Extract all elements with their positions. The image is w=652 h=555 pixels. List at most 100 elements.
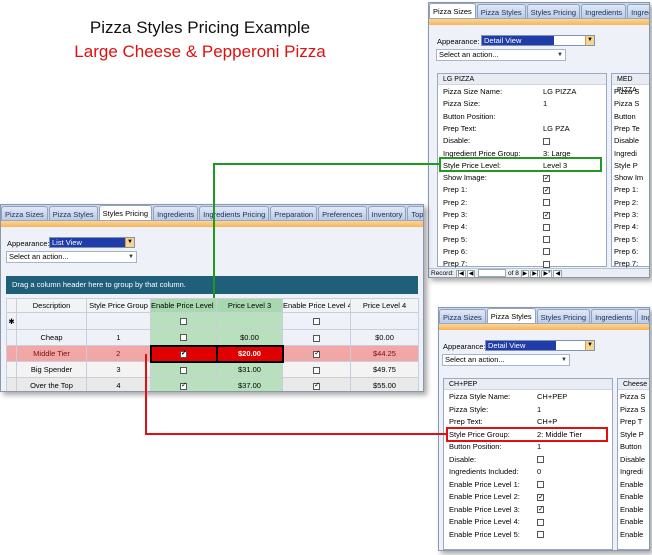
col-price-level-4[interactable]: Price Level 4 <box>350 298 419 313</box>
property-value[interactable]: CH+PEP <box>537 392 568 401</box>
property-value[interactable]: LG PIZZA <box>543 87 577 96</box>
row-indicator[interactable] <box>6 329 17 346</box>
first-record-button[interactable]: |◀ <box>455 270 466 277</box>
property-checkbox-cell[interactable] <box>543 209 550 222</box>
row-indicator[interactable] <box>6 361 17 378</box>
table-row[interactable]: Cheap 1 $0.00 $0.00 <box>6 329 419 346</box>
tab-pizza-styles[interactable]: Pizza Styles <box>48 206 98 220</box>
cell-enable-price-level-4[interactable] <box>282 361 351 378</box>
checked-checkbox[interactable] <box>537 504 544 516</box>
property-checkbox-cell[interactable] <box>537 529 544 541</box>
unchecked-checkbox[interactable] <box>537 481 544 489</box>
next-record-button[interactable]: ▶ <box>520 270 530 277</box>
unchecked-checkbox[interactable] <box>537 456 544 464</box>
property-checkbox-cell[interactable] <box>543 197 550 209</box>
tab-top-sellers[interactable]: Top Sellers <box>407 206 423 220</box>
property-checkbox-cell[interactable] <box>537 504 544 516</box>
property-checkbox-cell[interactable] <box>543 184 550 197</box>
cell-price-level-4[interactable]: $0.00 <box>350 329 419 346</box>
row-indicator[interactable] <box>6 377 17 391</box>
tab-preferences[interactable]: Preferences <box>318 206 367 220</box>
property-checkbox-cell[interactable] <box>543 246 550 258</box>
checked-checkbox[interactable] <box>537 492 544 504</box>
cell-enable-price-level-3[interactable] <box>149 344 218 363</box>
property-checkbox-cell[interactable] <box>543 172 550 185</box>
unchecked-checkbox[interactable] <box>543 199 550 207</box>
col-description[interactable]: Description <box>16 298 87 313</box>
cell-enable-price-level-3[interactable] <box>150 329 217 346</box>
checked-checkbox[interactable] <box>180 381 187 390</box>
property-value[interactable]: 3: Large <box>543 148 571 158</box>
action-select[interactable]: Select an action... ▼ <box>436 49 566 61</box>
checked-checkbox[interactable] <box>543 210 550 222</box>
property-value[interactable]: 1 <box>543 99 548 109</box>
cell-price-level-3[interactable]: $20.00 <box>215 344 284 363</box>
cell-price-level-3[interactable]: $0.00 <box>216 329 283 346</box>
tab-styles-pricing[interactable]: Styles Pricing <box>98 205 153 220</box>
filter-cell[interactable] <box>150 312 217 330</box>
unchecked-checkbox[interactable] <box>180 334 187 342</box>
tab-styles-pricing[interactable]: Styles Pricing <box>526 4 581 18</box>
tab-inventory[interactable]: Inventory <box>367 206 407 220</box>
filter-cell[interactable] <box>16 312 87 330</box>
cell-enable-price-level-3[interactable] <box>150 361 217 378</box>
tab-pizza-sizes[interactable]: Pizza Sizes <box>429 3 476 18</box>
property-value[interactable]: Level 3 <box>543 160 568 170</box>
tab-pizza-styles[interactable]: Pizza Styles <box>486 308 536 323</box>
unchecked-checkbox[interactable] <box>543 137 550 145</box>
close-record-button[interactable]: ◀ <box>553 270 563 277</box>
property-checkbox-cell[interactable] <box>543 135 550 147</box>
property-checkbox-cell[interactable] <box>543 234 550 246</box>
unchecked-checkbox[interactable] <box>180 366 187 374</box>
tab-styles-pricing[interactable]: Styles Pricing <box>536 309 591 323</box>
cell-price-level-4[interactable]: $49.75 <box>350 361 419 378</box>
col-price-level-3[interactable]: Price Level 3 <box>216 298 283 313</box>
dropdown-arrow-icon[interactable]: ▼ <box>125 238 134 247</box>
unchecked-checkbox[interactable] <box>543 223 550 231</box>
tab-pizza-sizes[interactable]: Pizza Sizes <box>439 309 486 323</box>
checked-checkbox[interactable] <box>313 349 321 358</box>
dropdown-arrow-icon[interactable]: ▼ <box>585 341 594 350</box>
cell-style-price-group[interactable]: 4 <box>86 377 151 391</box>
filter-cell[interactable] <box>282 312 351 330</box>
tab-preparation[interactable]: Preparation <box>270 206 318 220</box>
property-value[interactable]: CH+P <box>537 417 558 426</box>
property-checkbox-cell[interactable] <box>537 479 544 491</box>
cell-price-level-4[interactable]: $44.25 <box>350 345 419 362</box>
property-checkbox-cell[interactable] <box>537 454 544 466</box>
appearance-select[interactable]: Detail View ▼ <box>481 35 595 46</box>
filter-checkbox[interactable] <box>180 318 187 326</box>
last-record-button[interactable]: ▶| <box>530 270 541 277</box>
col-style-price-group[interactable]: Style Price Group <box>86 298 151 313</box>
checked-checkbox[interactable] <box>543 173 550 185</box>
checked-checkbox[interactable] <box>180 349 187 358</box>
filter-cell[interactable] <box>216 312 283 330</box>
tab-pizza-styles[interactable]: Pizza Styles <box>476 4 526 18</box>
cell-enable-price-level-4[interactable] <box>282 377 351 391</box>
tab-ingredients[interactable]: Ingredients <box>581 4 627 18</box>
tab-pizza-sizes[interactable]: Pizza Sizes <box>1 206 48 220</box>
table-row[interactable]: Big Spender 3 $31.00 $49.75 <box>6 361 419 378</box>
checked-checkbox[interactable] <box>313 381 320 390</box>
cell-price-level-3[interactable]: $37.00 <box>216 377 283 391</box>
appearance-select[interactable]: Detail View ▼ <box>485 340 595 351</box>
appearance-select[interactable]: List View ▼ <box>49 237 135 248</box>
tab-ingredients-pricing[interactable]: Ingredients Pricing <box>199 206 270 220</box>
group-by-area[interactable]: Drag a column header here to group by th… <box>6 276 418 294</box>
cell-description[interactable]: Big Spender <box>16 361 87 378</box>
action-select[interactable]: Select an action... ▼ <box>442 354 570 366</box>
property-checkbox-cell[interactable] <box>537 491 544 504</box>
property-value[interactable]: 1 <box>537 442 542 451</box>
cell-enable-price-level-4[interactable] <box>282 329 351 346</box>
unchecked-checkbox[interactable] <box>543 248 550 256</box>
tab-ingredients-pricing[interactable]: Ingredients <box>627 4 649 18</box>
unchecked-checkbox[interactable] <box>537 531 544 539</box>
prev-record-button[interactable]: ◀ <box>466 270 476 277</box>
dropdown-arrow-icon[interactable]: ▼ <box>585 36 594 45</box>
tab-ingredients[interactable]: Ingredients <box>153 206 199 220</box>
property-checkbox-cell[interactable] <box>537 516 544 528</box>
row-indicator[interactable] <box>6 345 17 362</box>
cell-price-level-4[interactable]: $55.00 <box>350 377 419 391</box>
